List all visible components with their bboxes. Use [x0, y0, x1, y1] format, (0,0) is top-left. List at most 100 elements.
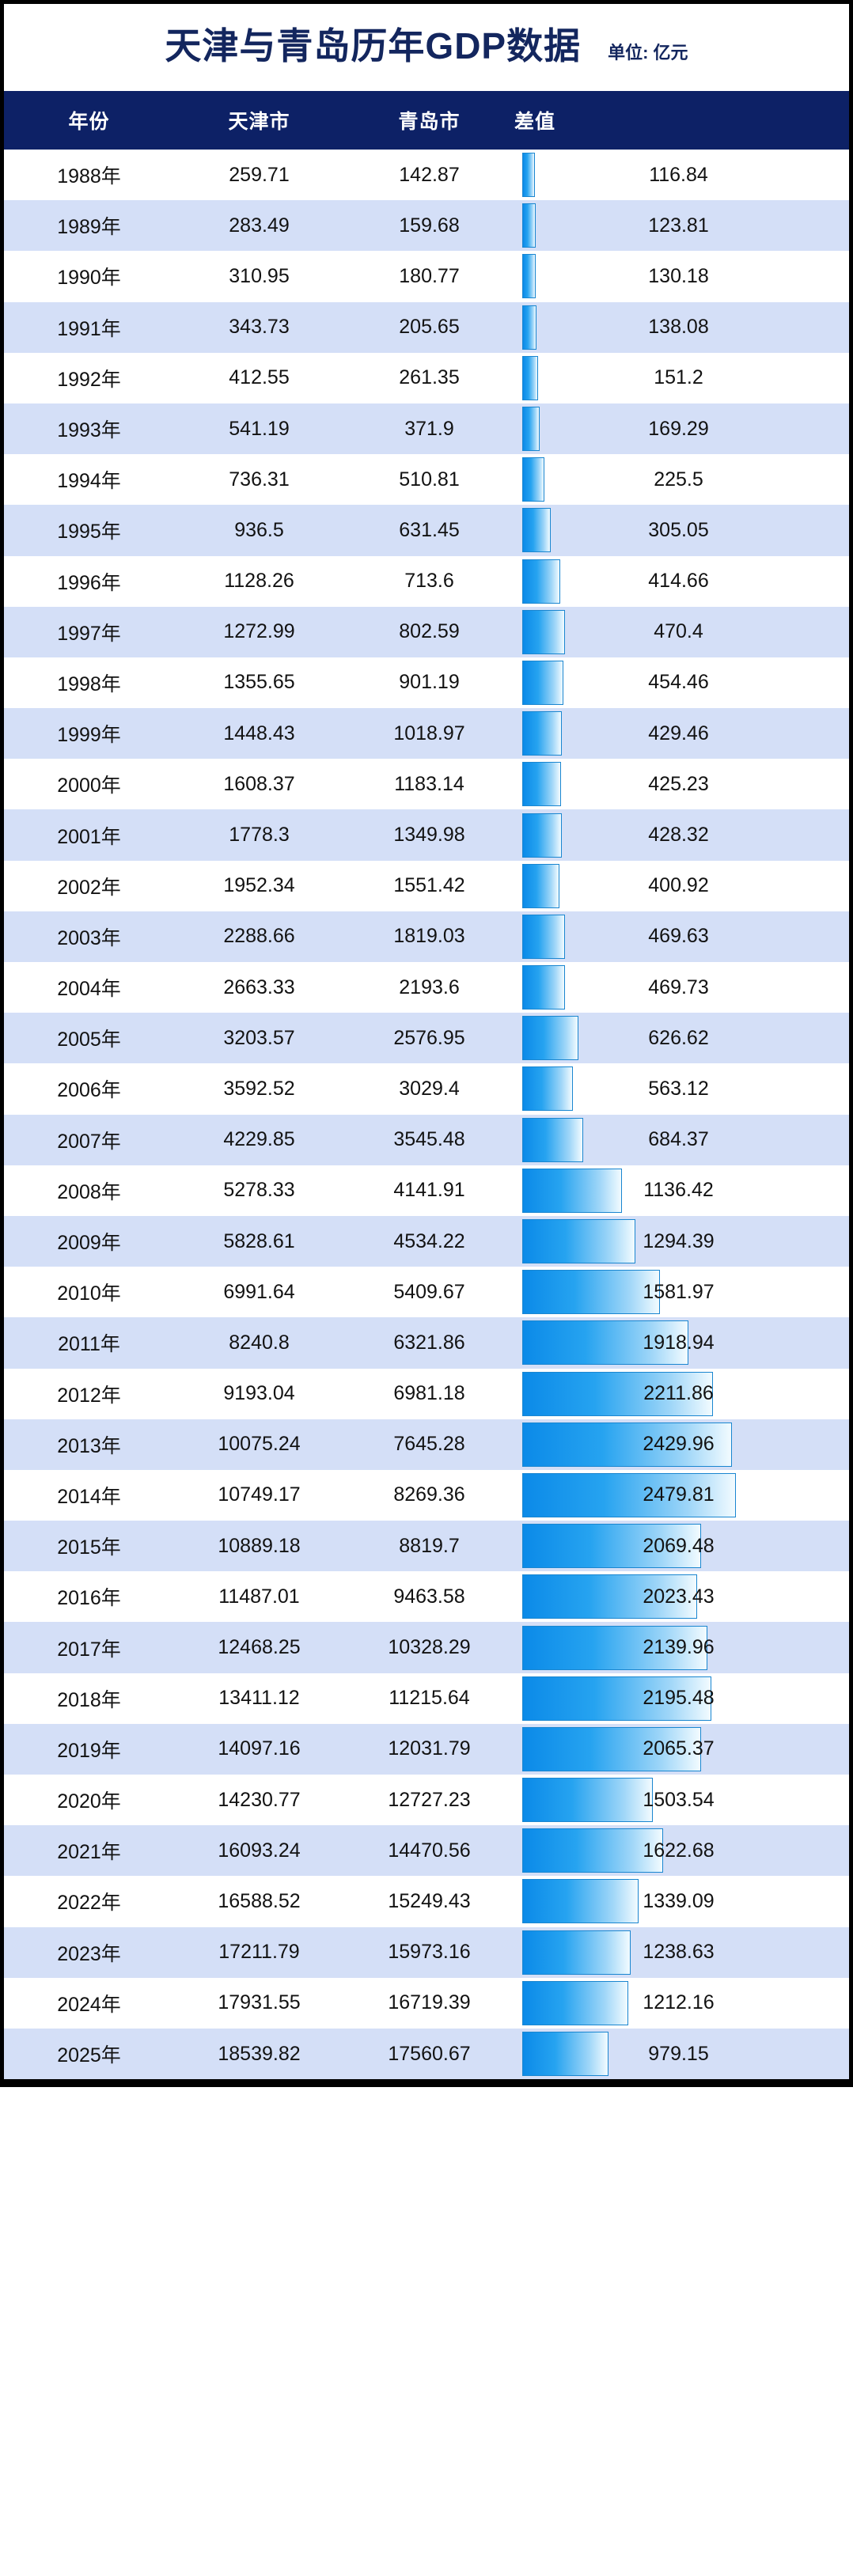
difference-value: 1238.63 — [643, 1941, 715, 1964]
cell-qingdao: 4534.22 — [393, 1229, 465, 1252]
table-row: 1999年 1448.43 1018.97 429.46 — [4, 708, 849, 760]
table-row: 2009年 5828.61 4534.22 1294.39 — [4, 1215, 849, 1267]
table-row: 2005年 3203.57 2576.95 626.62 — [4, 1013, 849, 1064]
cell-qingdao: 7645.28 — [393, 1433, 465, 1456]
cell-difference: 414.66 — [514, 556, 849, 607]
cell-difference: 1212.16 — [514, 1978, 849, 2029]
difference-value: 1212.16 — [643, 1991, 715, 2014]
cell-year: 2020年 — [57, 1790, 121, 1813]
difference-value: 2195.48 — [643, 1687, 715, 1710]
table-row: 1989年 283.49 159.68 123.81 — [4, 200, 849, 252]
cell-qingdao: 2193.6 — [399, 975, 460, 998]
cell-tianjin: 5278.33 — [223, 1179, 295, 1202]
difference-bar — [522, 813, 562, 858]
cell-year: 2016年 — [57, 1587, 121, 1610]
cell-qingdao: 8819.7 — [399, 1534, 460, 1557]
cell-year: 1989年 — [57, 216, 121, 239]
cell-qingdao: 17560.67 — [388, 2042, 471, 2065]
cell-difference: 2023.43 — [514, 1571, 849, 1622]
table-row: 2014年 10749.17 8269.36 2479.81 — [4, 1469, 849, 1521]
column-header-year: 年份 — [68, 111, 110, 133]
difference-bar — [522, 1320, 688, 1366]
cell-difference: 151.2 — [514, 353, 849, 403]
difference-bar — [522, 1778, 654, 1823]
cell-year: 2018年 — [57, 1688, 121, 1711]
difference-value: 1294.39 — [643, 1229, 715, 1252]
cell-qingdao: 3545.48 — [393, 1128, 465, 1151]
difference-value: 979.15 — [648, 2042, 709, 2065]
cell-year: 1994年 — [57, 470, 121, 493]
cell-qingdao: 205.65 — [399, 316, 460, 339]
table-row: 2025年 18539.82 17560.67 979.15 — [4, 2028, 849, 2080]
title-bar: 天津与青岛历年GDP数据 单位: 亿元 — [4, 4, 849, 91]
cell-difference: 425.23 — [514, 759, 849, 809]
cell-qingdao: 2576.95 — [393, 1026, 465, 1049]
cell-tianjin: 736.31 — [229, 468, 290, 491]
table-row: 1988年 259.71 142.87 116.84 — [4, 150, 849, 201]
cell-tianjin: 1355.65 — [223, 671, 295, 694]
cell-tianjin: 1128.26 — [224, 570, 294, 593]
table-row: 1992年 412.55 261.35 151.2 — [4, 352, 849, 403]
cell-tianjin: 3203.57 — [223, 1026, 295, 1049]
difference-bar — [522, 508, 552, 553]
table-row: 1995年 936.5 631.45 305.05 — [4, 505, 849, 556]
table-row: 2001年 1778.3 1349.98 428.32 — [4, 809, 849, 861]
cell-qingdao: 8269.36 — [393, 1483, 465, 1506]
cell-qingdao: 1183.14 — [394, 772, 464, 795]
cell-difference: 1294.39 — [514, 1216, 849, 1267]
cell-tianjin: 1272.99 — [223, 620, 295, 643]
cell-year: 1990年 — [57, 267, 121, 290]
cell-year: 1999年 — [57, 724, 121, 747]
gdp-table-card: 天津与青岛历年GDP数据 单位: 亿元 年份 天津市 青岛市 差值 1988年 2… — [0, 0, 853, 2088]
table-row: 2016年 11487.01 9463.58 2023.43 — [4, 1571, 849, 1623]
column-header-tianjin: 天津市 — [228, 111, 290, 133]
difference-bar — [522, 711, 562, 756]
difference-bar — [522, 457, 544, 502]
cell-difference: 2069.48 — [514, 1521, 849, 1571]
cell-difference: 225.5 — [514, 454, 849, 505]
cell-year: 1995年 — [57, 521, 121, 544]
cell-difference: 2211.86 — [514, 1369, 849, 1419]
table-row: 2019年 14097.16 12031.79 2065.37 — [4, 1723, 849, 1775]
cell-qingdao: 14470.56 — [388, 1839, 471, 1862]
cell-year: 2013年 — [57, 1434, 121, 1457]
cell-year: 2017年 — [57, 1638, 121, 1661]
difference-value: 469.63 — [648, 925, 709, 948]
difference-bar — [522, 1219, 635, 1264]
cell-year: 2004年 — [57, 978, 121, 1001]
cell-year: 2011年 — [58, 1333, 120, 1356]
cell-year: 2012年 — [57, 1384, 121, 1407]
difference-bar — [522, 153, 535, 198]
cell-qingdao: 15249.43 — [388, 1889, 471, 1912]
cell-qingdao: 10328.29 — [388, 1636, 471, 1659]
cell-qingdao: 1819.03 — [393, 925, 465, 948]
difference-bar — [522, 1930, 631, 1975]
difference-bar — [522, 762, 562, 807]
cell-tianjin: 2288.66 — [223, 925, 295, 948]
difference-bar — [522, 1472, 736, 1517]
cell-tianjin: 8240.8 — [229, 1331, 290, 1354]
cell-qingdao: 12727.23 — [388, 1788, 471, 1811]
cell-difference: 429.46 — [514, 708, 849, 759]
table-row: 2013年 10075.24 7645.28 2429.96 — [4, 1419, 849, 1470]
cell-tianjin: 936.5 — [234, 518, 284, 541]
cell-difference: 454.46 — [514, 657, 849, 708]
cell-qingdao: 3029.4 — [399, 1077, 460, 1100]
cell-qingdao: 631.45 — [399, 518, 460, 541]
cell-year: 2019年 — [57, 1739, 121, 1762]
cell-year: 2007年 — [57, 1130, 121, 1153]
cell-difference: 626.62 — [514, 1013, 849, 1063]
cell-tianjin: 5828.61 — [223, 1229, 295, 1252]
cell-difference: 1581.97 — [514, 1267, 849, 1317]
cell-difference: 2429.96 — [514, 1419, 849, 1470]
cell-difference: 684.37 — [514, 1115, 849, 1165]
table-row: 1991年 343.73 205.65 138.08 — [4, 301, 849, 353]
cell-difference: 169.29 — [514, 403, 849, 454]
difference-bar — [522, 1574, 697, 1619]
cell-difference: 563.12 — [514, 1063, 849, 1114]
difference-bar — [522, 1016, 578, 1061]
difference-value: 130.18 — [648, 264, 709, 287]
cell-qingdao: 713.6 — [404, 570, 454, 593]
cell-year: 2008年 — [57, 1180, 121, 1203]
column-header-qingdao: 青岛市 — [398, 111, 461, 133]
